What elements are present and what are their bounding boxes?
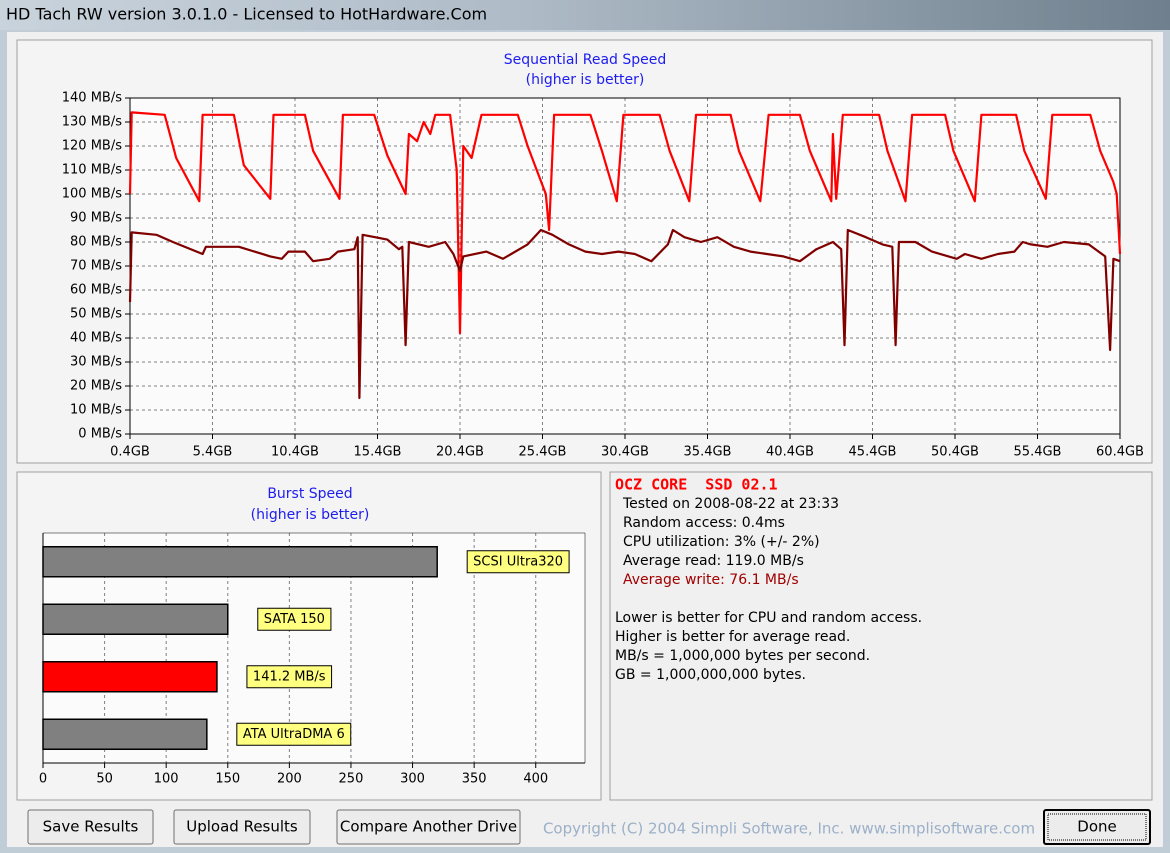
y-tick-label: 140 MB/s <box>62 91 122 106</box>
button[interactable]: Save Results <box>27 809 154 845</box>
chart-title: Sequential Read Speed <box>504 52 667 68</box>
x-tick-label: 20.4GB <box>436 445 484 460</box>
x-tick-label: 30.4GB <box>601 445 649 460</box>
bar-label-box <box>236 722 352 746</box>
info-note: GB = 1,000,000,000 bytes. <box>615 667 806 683</box>
plot-frame <box>43 532 586 763</box>
y-tick-label: 110 MB/s <box>62 163 122 178</box>
bar-label-box <box>257 607 332 631</box>
bar <box>42 718 208 750</box>
button-label[interactable]: Compare Another Drive <box>340 818 517 836</box>
x-tick-label: 100 <box>154 772 179 787</box>
info-line: CPU utilization: 3% (+/- 2%) <box>623 534 820 550</box>
chart-subtitle: (higher is better) <box>251 507 370 523</box>
button[interactable]: Upload Results <box>173 809 311 845</box>
x-tick-label: 50 <box>96 772 113 787</box>
y-tick-label: 130 MB/s <box>62 115 122 130</box>
button-label[interactable]: Upload Results <box>186 818 298 836</box>
bar-label: SATA 150 <box>257 607 332 631</box>
x-tick-label: 10.4GB <box>271 445 319 460</box>
button-face[interactable] <box>1043 809 1151 845</box>
button-label[interactable]: Done <box>1077 818 1116 836</box>
x-tick-label: 200 <box>277 772 302 787</box>
x-tick-label: 150 <box>215 772 240 787</box>
bar <box>42 546 438 578</box>
bar-label: 141.2 MB/s <box>246 665 333 689</box>
drive-name: OCZ CORE SSD 02.1 <box>615 476 778 494</box>
x-tick-label: 350 <box>462 772 487 787</box>
y-tick-label: 120 MB/s <box>62 139 122 154</box>
copyright: Copyright (C) 2004 Simpli Software, Inc.… <box>543 820 1035 838</box>
bar-label-box <box>246 665 333 689</box>
x-tick-label: 40.4GB <box>766 445 814 460</box>
x-tick-label: 45.4GB <box>849 445 897 460</box>
x-tick-label: 25.4GB <box>519 445 567 460</box>
title-bar <box>0 0 1170 30</box>
y-tick-label: 80 MB/s <box>70 235 122 250</box>
info-line: Tested on 2008-08-22 at 23:33 <box>622 496 839 512</box>
x-tick-label: 250 <box>339 772 364 787</box>
info-note: Higher is better for average read. <box>615 629 850 645</box>
info-line: Average read: 119.0 MB/s <box>623 553 804 569</box>
y-tick-label: 70 MB/s <box>70 259 122 274</box>
y-tick-label: 10 MB/s <box>70 403 122 418</box>
button-focus[interactable] <box>1047 813 1147 841</box>
y-tick-label: 60 MB/s <box>70 283 122 298</box>
x-tick-label: 50.4GB <box>931 445 979 460</box>
x-tick-label: 5.4GB <box>193 445 233 460</box>
info-panel <box>609 471 1153 801</box>
info-note: MB/s = 1,000,000 bytes per second. <box>615 648 870 664</box>
window-title: HD Tach RW version 3.0.1.0 - Licensed to… <box>6 5 487 24</box>
button-face[interactable] <box>27 809 154 845</box>
bar-label-text: 141.2 MB/s <box>253 669 326 684</box>
button-face[interactable] <box>336 809 521 845</box>
x-tick-label: 35.4GB <box>684 445 732 460</box>
y-tick-label: 30 MB/s <box>70 355 122 370</box>
x-tick-label: 0 <box>39 772 47 787</box>
bar-label-text: SATA 150 <box>264 612 325 627</box>
bar <box>42 661 218 693</box>
x-tick-label: 400 <box>523 772 548 787</box>
y-tick-label: 0 MB/s <box>78 427 122 442</box>
bar-label-box <box>466 550 570 574</box>
y-tick-label: 50 MB/s <box>70 307 122 322</box>
bar-label-text: SCSI Ultra320 <box>473 554 563 569</box>
button[interactable]: Compare Another Drive <box>336 809 521 845</box>
info-line: Average write: 76.1 MB/s <box>623 572 799 588</box>
x-tick-label: 15.4GB <box>354 445 402 460</box>
x-tick-label: 0.4GB <box>110 445 150 460</box>
x-tick-label: 60.4GB <box>1096 445 1144 460</box>
button-face[interactable] <box>173 809 311 845</box>
y-tick-label: 40 MB/s <box>70 331 122 346</box>
y-tick-label: 100 MB/s <box>62 187 122 202</box>
data-line <box>128 111 1122 335</box>
x-tick-label: 300 <box>400 772 425 787</box>
bar <box>42 603 229 635</box>
chart-title: Burst Speed <box>267 486 352 502</box>
button[interactable]: Done <box>1043 809 1151 845</box>
info-note: Lower is better for CPU and random acces… <box>615 610 922 626</box>
y-tick-label: 20 MB/s <box>70 379 122 394</box>
bar-label-text: ATA UltraDMA 6 <box>243 727 345 742</box>
chart-subtitle: (higher is better) <box>526 72 645 88</box>
x-tick-label: 55.4GB <box>1014 445 1062 460</box>
bar-label: SCSI Ultra320 <box>466 550 570 574</box>
data-line <box>128 228 1121 400</box>
plot-axes <box>42 533 585 764</box>
button-label[interactable]: Save Results <box>43 818 139 836</box>
bar-label: ATA UltraDMA 6 <box>236 722 352 746</box>
info-line: Random access: 0.4ms <box>623 515 785 531</box>
y-tick-label: 90 MB/s <box>70 211 122 226</box>
